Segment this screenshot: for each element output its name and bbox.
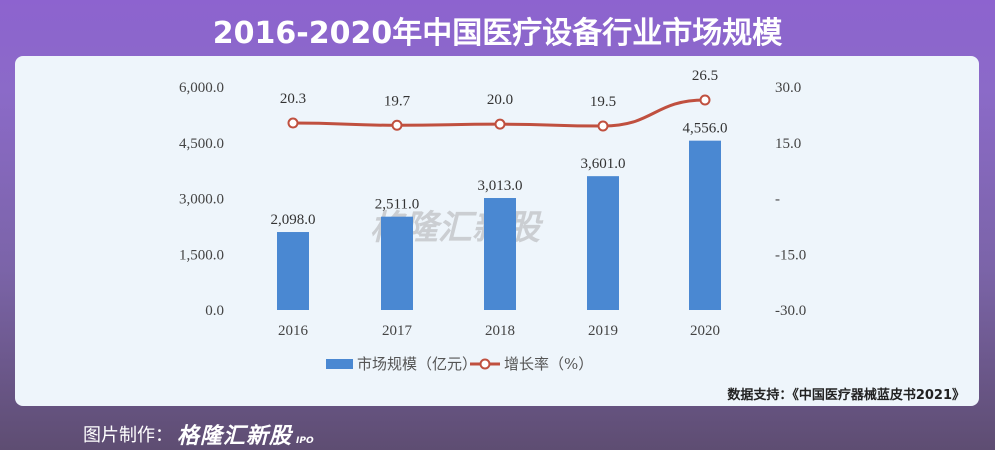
growth-point (494, 118, 506, 130)
right-tick-label: 15.0 (775, 136, 801, 152)
x-tick-label: 2019 (588, 323, 618, 339)
left-tick-label: 3,000.0 (179, 192, 224, 208)
left-tick-label: 6,000.0 (179, 80, 224, 96)
growth-point (287, 117, 299, 129)
right-tick-label: -30.0 (775, 303, 806, 319)
growth-point (597, 120, 609, 132)
left-tick-label: 1,500.0 (179, 247, 224, 263)
footer: 图片制作： 格隆汇新股 IPO (83, 418, 314, 450)
legend-bar: 市场规模（亿元） (326, 353, 477, 374)
right-tick-label: - (775, 192, 780, 208)
footer-logo-ipo: IPO (296, 436, 314, 446)
bar (587, 176, 619, 310)
growth-point (391, 119, 403, 131)
x-tick-label: 2017 (382, 323, 413, 339)
left-tick-label: 4,500.0 (179, 136, 224, 152)
bar-value-label: 2,098.0 (271, 212, 316, 228)
footer-label: 图片制作： (83, 425, 173, 446)
source-note: 数据支持：《中国医疗器械蓝皮书2021》 (727, 388, 965, 403)
bar (277, 232, 309, 310)
page-title: 2016-2020年中国医疗设备行业市场规模 (212, 16, 783, 51)
growth-value-label: 20.3 (280, 91, 306, 107)
bar-value-label: 3,601.0 (581, 156, 626, 172)
line-legend-icon (470, 358, 500, 369)
bar-value-label: 2,511.0 (375, 197, 419, 213)
footer-logo: 格隆汇新股 (177, 424, 293, 449)
bar (484, 198, 516, 310)
bar (689, 140, 721, 310)
growth-value-label: 19.7 (384, 93, 411, 109)
growth-value-label: 20.0 (487, 92, 513, 108)
growth-point (699, 94, 711, 106)
right-tick-label: -15.0 (775, 247, 806, 263)
legend-line: 增长率（%） (470, 353, 593, 374)
bar-legend-icon (326, 358, 353, 369)
left-tick-label: 0.0 (205, 303, 224, 319)
bar (381, 216, 413, 310)
bar-value-label: 3,013.0 (478, 178, 523, 194)
legend-line-label: 增长率（%） (504, 355, 594, 373)
growth-value-label: 26.5 (692, 68, 718, 84)
x-tick-label: 2020 (690, 323, 720, 339)
x-tick-label: 2018 (485, 323, 515, 339)
bar-value-label: 4,556.0 (683, 121, 728, 137)
x-tick-label: 2016 (278, 323, 309, 339)
growth-value-label: 19.5 (590, 94, 616, 110)
legend-bar-label: 市场规模（亿元） (357, 355, 478, 373)
right-tick-label: 30.0 (775, 80, 801, 96)
